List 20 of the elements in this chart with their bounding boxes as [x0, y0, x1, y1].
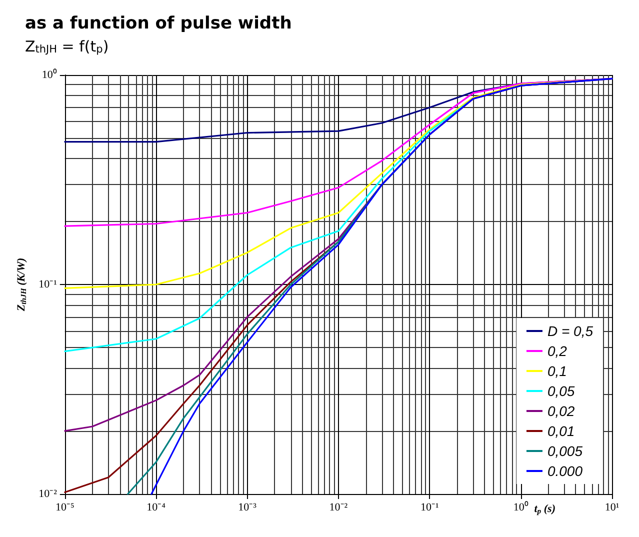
legend-label: 0,02: [547, 403, 575, 419]
legend-label: 0,005: [547, 443, 583, 459]
x-tick-label: 10⁻³: [238, 502, 258, 514]
y-tick-label: 10⁻²: [38, 488, 58, 500]
x-tick-label: 10⁻²: [329, 502, 348, 514]
legend-label: 0.000: [547, 463, 583, 479]
x-tick-label: 10⁻¹: [420, 502, 439, 514]
y-tick-label: 10⁰: [42, 68, 57, 81]
legend-label: D = 0,5: [547, 323, 594, 339]
legend-label: 0,1: [547, 363, 567, 379]
legend-label: 0,2: [547, 343, 568, 359]
legend-label: 0,01: [547, 423, 575, 439]
chart-subtitle: ZthJH = f(tp): [25, 38, 109, 56]
x-tick-label: 10⁻⁵: [55, 502, 74, 514]
x-tick-label: 10⁰: [513, 500, 528, 514]
y-tick-label: 10⁻¹: [38, 278, 57, 290]
x-tick-label: 10⁻⁴: [146, 502, 166, 514]
chart-title: as a function of pulse width: [25, 14, 292, 34]
x-tick-label: 10¹: [604, 502, 620, 514]
legend-label: 0,05: [547, 383, 575, 399]
